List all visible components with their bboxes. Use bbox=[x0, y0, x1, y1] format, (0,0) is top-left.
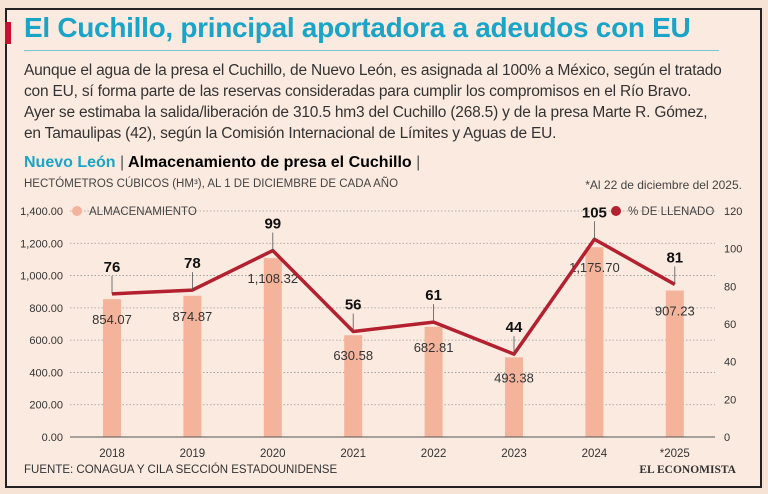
right-tick-label: 40 bbox=[724, 357, 736, 369]
right-tick-label: 20 bbox=[724, 394, 736, 406]
x-tick-label: 2019 bbox=[180, 448, 206, 460]
bar bbox=[424, 326, 443, 437]
right-tick-label: 60 bbox=[724, 319, 736, 331]
x-tick-label: 2023 bbox=[501, 448, 527, 460]
chart-title: Almacenamiento de presa el Cuchillo bbox=[128, 154, 412, 171]
legend-line-swatch bbox=[611, 206, 621, 216]
left-tick-label: 0.00 bbox=[42, 432, 63, 444]
lede-paragraph: Aunque el agua de la presa el Cuchillo, … bbox=[24, 62, 722, 142]
x-tick-label: 2020 bbox=[260, 448, 286, 460]
source-note: FUENTE: CONAGUA Y CILA SECCIÓN ESTADOUNI… bbox=[24, 464, 338, 476]
chart-units: HECTÓMETROS CÚBICOS (HM³), AL 1 DE DICIE… bbox=[24, 178, 399, 190]
right-tick-label: 120 bbox=[724, 206, 742, 218]
x-tick-label: 2024 bbox=[582, 448, 608, 460]
bar bbox=[344, 335, 363, 437]
chart-region: Nuevo León bbox=[24, 154, 116, 171]
bar bbox=[103, 299, 121, 437]
title-accent-bar bbox=[5, 22, 11, 44]
left-tick-label: 600.00 bbox=[29, 335, 63, 347]
right-tick-label: 100 bbox=[724, 244, 742, 256]
separator: | bbox=[120, 154, 125, 171]
line-value-label: 61 bbox=[425, 287, 442, 304]
left-tick-label: 200.00 bbox=[29, 400, 63, 412]
left-tick-label: 1,000.00 bbox=[20, 271, 63, 283]
line-value-label: 105 bbox=[582, 204, 607, 221]
x-tick-label: 2018 bbox=[99, 448, 125, 460]
publisher-logo: EL ECONOMISTA bbox=[639, 464, 736, 476]
legend-line-label: % DE LLENADO bbox=[628, 206, 714, 218]
bar-value-label: 1,175.70 bbox=[569, 260, 620, 275]
left-tick-label: 800.00 bbox=[29, 303, 63, 315]
legend-bar-swatch bbox=[72, 206, 82, 216]
right-tick-label: 0 bbox=[724, 432, 730, 444]
line-value-label: 44 bbox=[506, 319, 523, 336]
page-title: El Cuchillo, principal aportadora a adeu… bbox=[24, 12, 691, 43]
title-divider bbox=[24, 50, 719, 51]
legend-bar-label: ALMACENAMIENTO bbox=[89, 206, 197, 218]
combo-chart: 0.00 200.00 400.00 600.00 800.00 1,000.00 1,20… bbox=[20, 204, 742, 460]
bar-value-label: 1,108.32 bbox=[247, 271, 298, 286]
line-value-label: 76 bbox=[104, 259, 121, 276]
line-value-label: 81 bbox=[666, 249, 683, 266]
x-tick-label: *2025 bbox=[660, 448, 690, 460]
bar-value-label: 630.58 bbox=[333, 348, 373, 363]
x-tick-label: 2022 bbox=[421, 448, 447, 460]
line-value-label: 99 bbox=[264, 216, 281, 233]
bar-value-label: 874.87 bbox=[173, 309, 213, 324]
x-tick-label: 2021 bbox=[340, 448, 366, 460]
right-tick-label: 80 bbox=[724, 281, 736, 293]
fill-percent-line bbox=[111, 237, 676, 356]
bar-value-label: 907.23 bbox=[655, 304, 695, 319]
chart-note: *Al 22 de diciembre del 2025. bbox=[585, 178, 742, 192]
line-value-label: 78 bbox=[184, 255, 201, 272]
bar bbox=[183, 295, 202, 437]
bar-value-label: 682.81 bbox=[414, 340, 454, 355]
left-tick-label: 1,200.00 bbox=[20, 238, 63, 250]
separator-end: | bbox=[416, 154, 421, 171]
bar-value-label: 493.38 bbox=[494, 370, 534, 385]
infographic-frame bbox=[5, 8, 762, 488]
bar bbox=[585, 247, 604, 437]
bar bbox=[505, 357, 523, 437]
bar bbox=[665, 290, 684, 437]
bar-value-label: 854.07 bbox=[92, 312, 132, 327]
bar bbox=[263, 258, 282, 437]
line-value-label: 56 bbox=[345, 297, 362, 314]
chart-header: Nuevo León | Almacenamiento de presa el … bbox=[24, 154, 420, 172]
left-tick-label: 1,400.00 bbox=[20, 206, 63, 218]
left-tick-label: 400.00 bbox=[29, 367, 63, 379]
